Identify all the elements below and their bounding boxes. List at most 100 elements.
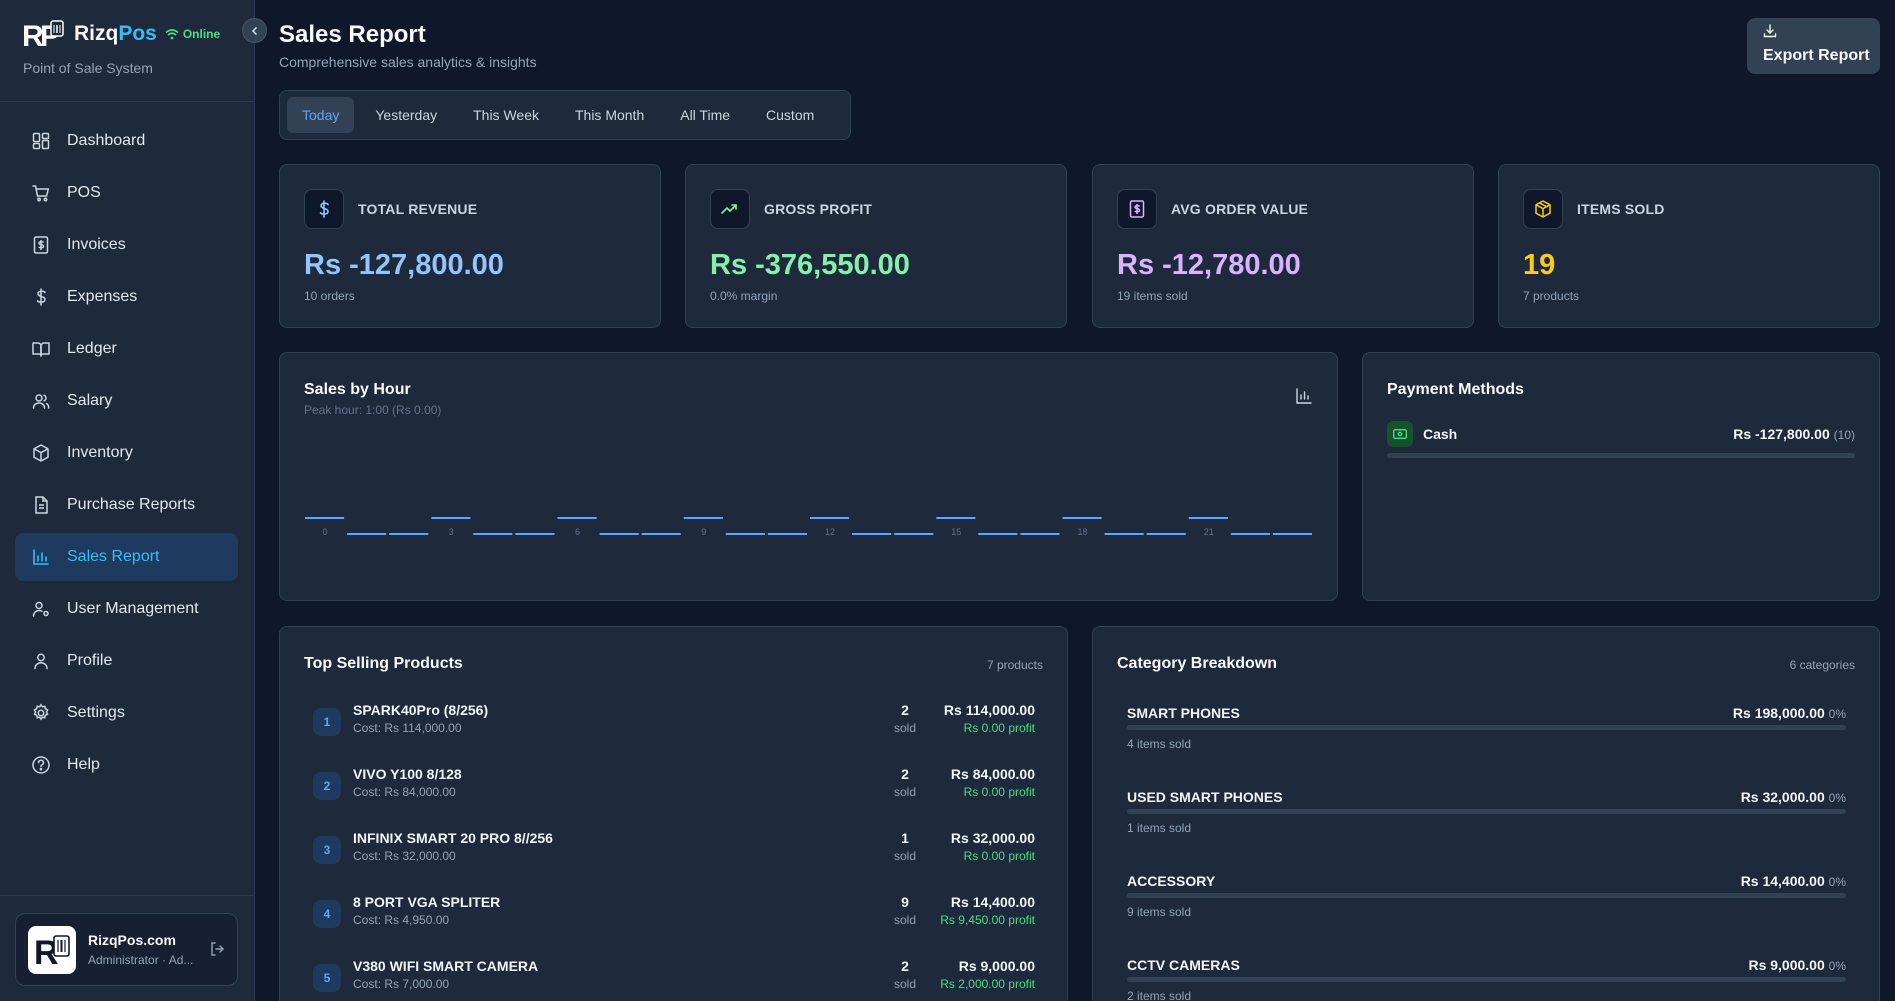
stat-card: ITEMS SOLD 19 7 products (1498, 164, 1880, 328)
hour-bar[interactable] (347, 533, 387, 535)
card-title: Sales by Hour (304, 381, 411, 398)
hour-bar[interactable] (894, 533, 934, 535)
sidebar-item-help[interactable]: Help (15, 741, 238, 789)
hour-bar[interactable] (515, 533, 555, 535)
receipt-icon (1117, 189, 1157, 229)
payment-method-amount: Rs -127,800.00 (10) (1733, 426, 1855, 442)
collapse-sidebar-button[interactable] (242, 18, 267, 43)
stat-card: AVG ORDER VALUE Rs -12,780.00 19 items sol… (1092, 164, 1474, 328)
hour-bar[interactable] (725, 533, 765, 535)
bar-chart-icon[interactable] (1295, 387, 1313, 410)
card-title: Category Breakdown (1117, 655, 1278, 672)
product-row[interactable]: 5 V380 WIFI SMART CAMERA Cost: Rs 7,000.00… (313, 956, 1035, 1001)
product-profit: Rs 0.00 profit (963, 785, 1035, 799)
hour-bar[interactable] (473, 533, 513, 535)
sidebar-item-expenses[interactable]: Expenses (15, 273, 238, 321)
sidebar-item-label: Dashboard (67, 132, 146, 149)
card-title: Payment Methods (1387, 381, 1524, 398)
tagline: Point of Sale System (23, 60, 153, 76)
hour-bar[interactable] (767, 533, 807, 535)
hour-bar[interactable] (1020, 533, 1060, 535)
tab-yesterday[interactable]: Yesterday (375, 107, 438, 123)
user-card[interactable]: R RizqPos.com Administrator · Ad... (15, 913, 238, 986)
help-icon (30, 754, 52, 776)
page-subtitle: Comprehensive sales analytics & insights (279, 54, 537, 70)
sidebar-item-invoices[interactable]: Invoices (15, 221, 238, 269)
sidebar-item-pos[interactable]: POS (15, 169, 238, 217)
category-items-sold: 1 items sold (1127, 821, 1192, 835)
sidebar-item-label: Inventory (67, 444, 133, 461)
stat-card: GROSS PROFIT Rs -376,550.00 0.0% margin (685, 164, 1067, 328)
sidebar-item-inventory[interactable]: Inventory (15, 429, 238, 477)
sidebar-item-sales-report[interactable]: Sales Report (15, 533, 238, 581)
hour-bar[interactable] (1146, 533, 1186, 535)
category-amount: Rs 9,000.00 0% (1748, 957, 1846, 973)
hour-bar[interactable] (305, 517, 345, 519)
product-cost: Cost: Rs 114,000.00 (353, 721, 462, 735)
sidebar-item-purchase-reports[interactable]: Purchase Reports (15, 481, 238, 529)
hour-bar[interactable] (1062, 517, 1102, 519)
sidebar-item-ledger[interactable]: Ledger (15, 325, 238, 373)
box-icon (30, 442, 52, 464)
hour-bar[interactable] (1272, 533, 1312, 535)
product-sold-label: sold (893, 849, 916, 863)
sidebar-item-profile[interactable]: Profile (15, 637, 238, 685)
tab-this-month[interactable]: This Month (574, 107, 645, 123)
sidebar-item-label: Invoices (67, 236, 126, 253)
category-percent: 0% (1828, 707, 1846, 721)
bar-chart-icon (30, 546, 52, 568)
sidebar-item-settings[interactable]: Settings (15, 689, 238, 737)
product-row[interactable]: 3 INFINIX SMART 20 PRO 8//256 Cost: Rs 32,… (313, 828, 1035, 878)
dollar-icon (30, 286, 52, 308)
hour-bar[interactable] (1104, 533, 1144, 535)
hour-bar[interactable] (1188, 517, 1228, 519)
hour-bar[interactable] (936, 517, 976, 519)
hour-bar[interactable] (978, 533, 1018, 535)
product-qty: 1 (901, 830, 909, 846)
tab-today[interactable]: Today (287, 97, 355, 133)
tab-custom[interactable]: Custom (766, 107, 815, 123)
product-row[interactable]: 2 VIVO Y100 8/128 Cost: Rs 84,000.00 2 sold R… (313, 764, 1035, 814)
category-row[interactable]: ACCESSORY Rs 14,400.00 0% 9 items sold (1127, 873, 1846, 943)
package-icon (1523, 189, 1563, 229)
hour-tick-label: 9 (701, 527, 706, 537)
hour-tick-label: 18 (1077, 527, 1087, 537)
hour-bar[interactable] (1230, 533, 1270, 535)
brand-name: RizqPos (74, 22, 157, 45)
stat-value: 19 (1523, 249, 1556, 281)
tab-all-time[interactable]: All Time (680, 107, 731, 123)
rank-badge: 1 (313, 708, 341, 736)
hour-bar[interactable] (810, 517, 850, 519)
category-name: USED SMART PHONES (1127, 789, 1283, 805)
product-name: INFINIX SMART 20 PRO 8//256 (353, 830, 553, 846)
product-row[interactable]: 1 SPARK40Pro (8/256) Cost: Rs 114,000.00 2 s… (313, 700, 1035, 750)
sidebar-item-dashboard[interactable]: Dashboard (15, 117, 238, 165)
export-report-button[interactable]: Export Report (1747, 18, 1880, 74)
hour-bar[interactable] (683, 517, 723, 519)
category-percent: 0% (1828, 875, 1846, 889)
hour-bar[interactable] (641, 533, 681, 535)
sidebar-item-user-management[interactable]: User Management (15, 585, 238, 633)
sidebar-item-salary[interactable]: Salary (15, 377, 238, 425)
category-bar (1127, 725, 1846, 730)
product-sold-label: sold (893, 721, 916, 735)
hour-bar[interactable] (852, 533, 892, 535)
hour-bar[interactable] (389, 533, 429, 535)
stat-subtext: 0.0% margin (710, 289, 778, 303)
stat-label: GROSS PROFIT (764, 201, 873, 217)
category-row[interactable]: SMART PHONES Rs 198,000.00 0% 4 items sold (1127, 705, 1846, 775)
product-revenue: Rs 9,000.00 (958, 958, 1035, 974)
rank-badge: 2 (313, 772, 341, 800)
logout-icon[interactable] (209, 941, 225, 962)
hour-bar[interactable] (599, 533, 639, 535)
stat-value: Rs -376,550.00 (710, 249, 910, 281)
sidebar-nav: Dashboard POS Invoices Expenses Ledger Salary… (15, 117, 238, 793)
cart-icon (30, 182, 52, 204)
category-row[interactable]: CCTV CAMERAS Rs 9,000.00 0% 2 items sold (1127, 957, 1846, 1001)
product-row[interactable]: 4 8 PORT VGA SPLITER Cost: Rs 4,950.00 9 sol… (313, 892, 1035, 942)
category-row[interactable]: USED SMART PHONES Rs 32,000.00 0% 1 items … (1127, 789, 1846, 859)
brand[interactable]: R P RizqPos Online (22, 16, 220, 53)
hour-bar[interactable] (431, 517, 471, 519)
hour-bar[interactable] (557, 517, 597, 519)
tab-this-week[interactable]: This Week (473, 107, 539, 123)
